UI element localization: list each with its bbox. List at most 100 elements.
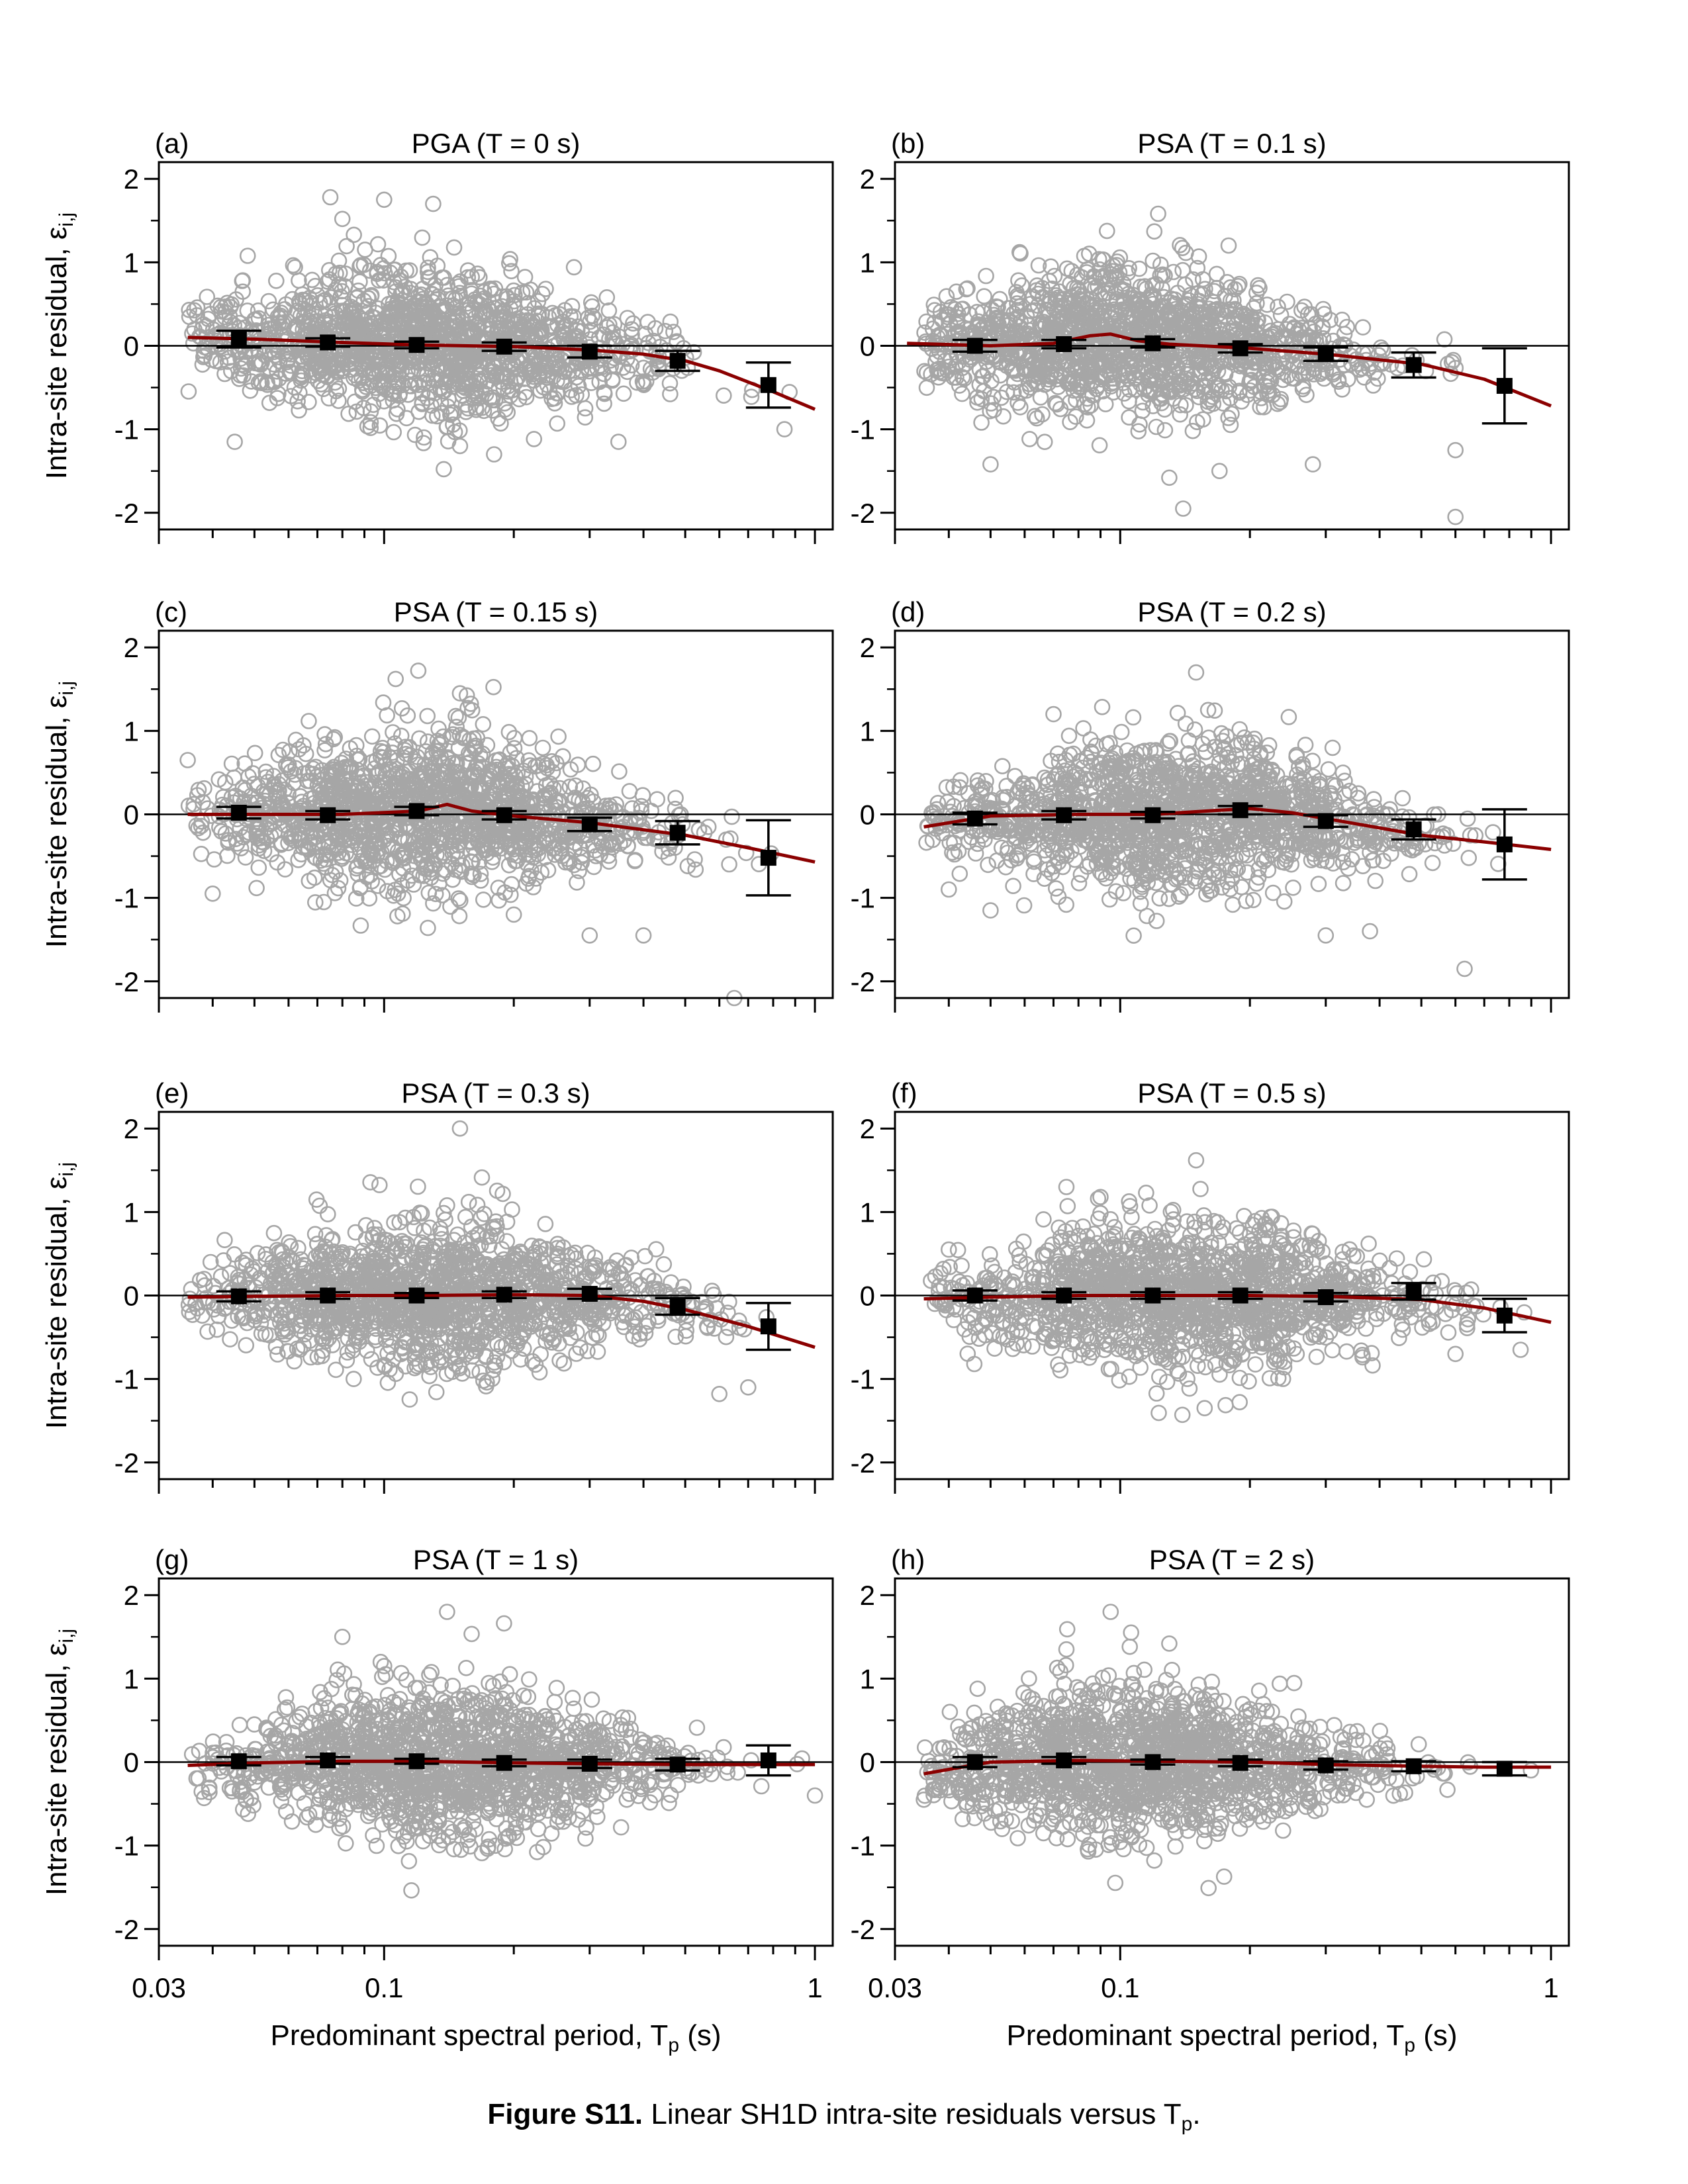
data-point <box>538 281 554 297</box>
data-point <box>406 319 423 336</box>
data-point <box>347 360 364 377</box>
data-point <box>355 400 372 416</box>
y-tick-label: 1 <box>124 715 139 747</box>
data-point <box>1205 283 1223 300</box>
data-point <box>264 373 281 390</box>
data-point <box>315 893 332 911</box>
data-point <box>648 343 665 361</box>
data-point <box>596 395 612 412</box>
data-point <box>476 304 493 321</box>
data-point <box>291 293 308 310</box>
data-point <box>237 849 254 866</box>
y-axis-label-subscript: i,j <box>56 212 77 227</box>
data-point <box>447 367 465 385</box>
data-point <box>451 907 468 925</box>
data-point <box>232 350 249 367</box>
data-point <box>387 283 404 300</box>
data-point <box>334 296 351 314</box>
data-point <box>1447 508 1464 525</box>
data-point <box>604 324 621 341</box>
data-point <box>436 461 452 478</box>
data-point <box>1041 273 1058 289</box>
data-point <box>336 278 353 295</box>
data-point <box>521 730 538 747</box>
data-point <box>451 437 469 455</box>
panel-letter: (b) <box>891 128 925 159</box>
data-point <box>283 388 300 404</box>
data-point <box>581 927 598 944</box>
data-point <box>381 347 398 364</box>
data-point <box>492 305 510 322</box>
data-point <box>1021 431 1038 447</box>
data-point <box>662 313 679 330</box>
data-point <box>369 236 387 253</box>
data-point <box>294 367 311 384</box>
data-point <box>938 288 955 305</box>
data-point <box>611 763 628 780</box>
data-point <box>1335 875 1352 891</box>
data-point <box>194 356 211 373</box>
data-point <box>565 259 583 276</box>
data-point <box>369 265 386 283</box>
binned-mean-marker <box>760 377 776 393</box>
data-point <box>548 373 565 389</box>
data-point <box>330 252 348 269</box>
data-point <box>596 384 613 401</box>
data-point <box>375 694 392 711</box>
data-point <box>260 293 277 310</box>
data-point <box>1445 351 1462 369</box>
data-point <box>974 304 991 321</box>
data-point <box>398 410 415 427</box>
data-point <box>389 908 406 925</box>
binned-mean-marker <box>1056 336 1072 352</box>
data-point <box>442 406 459 424</box>
data-point <box>391 385 408 402</box>
data-point <box>277 365 295 382</box>
data-point <box>423 285 440 302</box>
data-point <box>379 360 396 377</box>
data-point <box>363 728 381 745</box>
data-point <box>918 379 935 396</box>
data-point <box>1148 418 1165 435</box>
data-point <box>250 302 267 319</box>
y-tick-label: 0 <box>124 331 139 362</box>
data-point <box>279 351 295 369</box>
data-point <box>1356 369 1373 386</box>
panel-title: PGA (T = 0 s) <box>412 128 581 159</box>
data-point <box>1172 406 1188 423</box>
data-point <box>301 394 317 410</box>
panel-letter: (c) <box>155 596 187 627</box>
data-point <box>425 195 442 212</box>
data-point <box>614 359 632 376</box>
data-point <box>479 373 496 390</box>
data-point <box>498 288 515 305</box>
data-point <box>179 752 196 768</box>
data-point <box>526 431 543 447</box>
data-point <box>1175 500 1192 517</box>
data-point <box>978 267 994 285</box>
data-point <box>1243 371 1260 388</box>
data-point <box>1131 260 1148 277</box>
data-point <box>412 286 430 303</box>
data-point <box>1152 256 1169 273</box>
data-point <box>306 355 322 373</box>
data-point <box>440 287 457 304</box>
data-point <box>434 269 450 286</box>
data-point <box>401 262 418 279</box>
data-point <box>1095 383 1111 400</box>
y-tick-label: 1 <box>860 247 875 278</box>
data-point <box>309 358 326 375</box>
data-point <box>443 352 460 369</box>
binned-mean-marker <box>669 825 686 841</box>
data-point <box>488 369 505 385</box>
y-tick-label: -2 <box>115 498 139 529</box>
data-point <box>430 291 446 308</box>
y-tick-label: -1 <box>115 883 139 914</box>
data-point <box>615 385 632 402</box>
data-point <box>422 249 439 266</box>
data-point <box>390 375 407 392</box>
data-point <box>475 891 492 908</box>
data-point <box>1365 377 1382 394</box>
